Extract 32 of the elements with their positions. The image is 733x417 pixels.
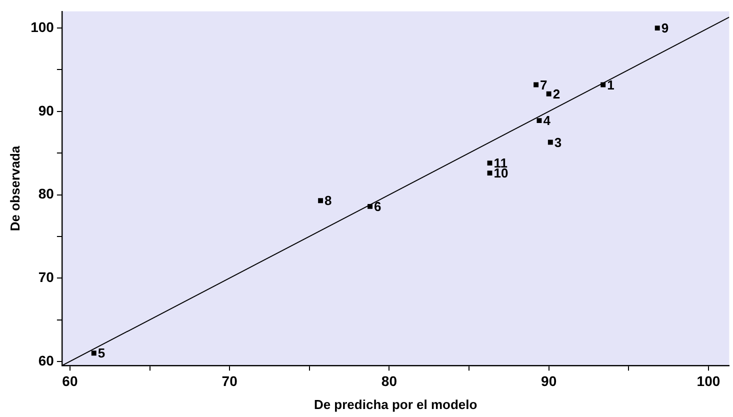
annotation: 7: [540, 77, 548, 92]
annotation: 5: [98, 346, 106, 361]
annotation: 6: [374, 198, 382, 214]
point: [546, 91, 552, 96]
x-axis-title: De predicha por el modelo: [314, 396, 478, 412]
point: [548, 140, 553, 145]
point: [654, 26, 660, 31]
x-tick-label: 70: [222, 372, 238, 389]
y-axis-title: De observada: [7, 145, 22, 232]
annotation: 8: [324, 193, 332, 208]
point: [368, 204, 373, 209]
point: [91, 350, 96, 356]
y-tick-label: 60: [38, 352, 54, 368]
point: [487, 170, 492, 176]
x-tick-label: 80: [381, 372, 398, 389]
annotation: 2: [552, 86, 560, 102]
y-tick-label: 90: [38, 102, 54, 118]
annotation: 4: [543, 113, 552, 128]
y-tick-label: 70: [38, 268, 54, 285]
y-tick-label: 80: [38, 186, 54, 202]
annotation: 1: [607, 77, 614, 92]
point: [600, 82, 606, 88]
point: [536, 118, 542, 124]
point: [534, 82, 539, 88]
x-tick-label: 60: [62, 372, 78, 389]
x-tick-label: 100: [696, 372, 720, 389]
point: [318, 198, 324, 204]
point: [487, 160, 492, 166]
y-tick-label: 100: [30, 18, 54, 35]
x-tick-label: 90: [541, 372, 557, 389]
annotation: 3: [554, 134, 562, 150]
annotation: 9: [661, 20, 669, 36]
